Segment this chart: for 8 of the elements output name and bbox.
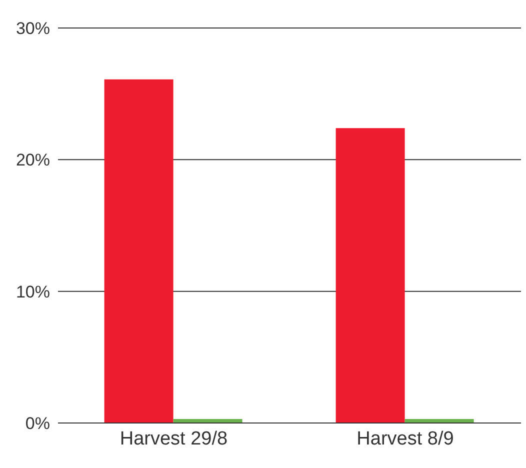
bar	[104, 79, 174, 423]
y-tick-label: 30%	[16, 19, 50, 38]
x-tick-label: Harvest 8/9	[356, 428, 454, 450]
x-tick-label: Harvest 29/8	[120, 428, 228, 450]
y-tick-label: 20%	[16, 150, 50, 170]
bar	[336, 128, 405, 423]
y-tick-label: 0%	[25, 414, 50, 434]
y-tick-label: 10%	[16, 282, 50, 302]
